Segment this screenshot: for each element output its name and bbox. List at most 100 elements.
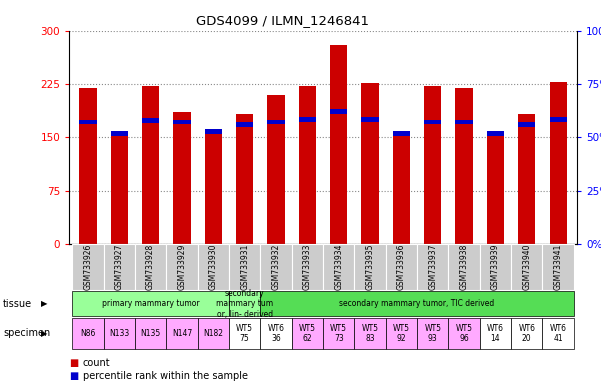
Bar — [393, 131, 410, 136]
Text: GSM733940: GSM733940 — [522, 243, 531, 290]
Bar — [518, 122, 535, 127]
Bar — [424, 119, 441, 124]
Text: count: count — [83, 358, 111, 368]
Bar — [79, 119, 97, 124]
Text: N135: N135 — [141, 329, 160, 338]
Text: N133: N133 — [109, 329, 129, 338]
Text: GSM733929: GSM733929 — [177, 244, 186, 290]
Text: GSM733941: GSM733941 — [554, 244, 563, 290]
Text: N86: N86 — [81, 329, 96, 338]
Bar — [135, 318, 166, 349]
Text: secondary mammary tumor, TIC derived: secondary mammary tumor, TIC derived — [340, 299, 495, 308]
Bar — [198, 244, 229, 290]
Bar — [229, 244, 260, 290]
Bar — [323, 244, 355, 290]
Text: GSM733938: GSM733938 — [460, 244, 469, 290]
Bar — [386, 244, 417, 290]
Bar — [111, 131, 128, 136]
Text: percentile rank within the sample: percentile rank within the sample — [83, 371, 248, 381]
Bar — [166, 244, 198, 290]
Bar — [330, 109, 347, 114]
Text: GSM733931: GSM733931 — [240, 244, 249, 290]
Bar — [260, 318, 291, 349]
Title: GDS4099 / ILMN_1246841: GDS4099 / ILMN_1246841 — [196, 14, 369, 27]
Bar — [299, 86, 316, 244]
Bar — [417, 318, 448, 349]
Text: GSM733936: GSM733936 — [397, 243, 406, 290]
Bar — [205, 134, 222, 244]
Text: tissue: tissue — [3, 299, 32, 309]
Bar — [79, 88, 97, 244]
Bar — [260, 244, 291, 290]
Bar — [330, 45, 347, 244]
Bar — [72, 318, 103, 349]
Text: WT5
83: WT5 83 — [362, 324, 379, 343]
Text: GSM733928: GSM733928 — [146, 244, 155, 290]
Bar — [355, 318, 386, 349]
Text: GSM733927: GSM733927 — [115, 244, 124, 290]
Text: WT6
20: WT6 20 — [518, 324, 535, 343]
Text: GSM733932: GSM733932 — [272, 244, 281, 290]
Bar — [267, 119, 285, 124]
Bar — [511, 318, 543, 349]
Bar — [173, 119, 191, 124]
Bar — [72, 244, 103, 290]
Text: ▶: ▶ — [41, 299, 47, 308]
Bar — [229, 291, 260, 316]
Text: GSM733939: GSM733939 — [491, 243, 500, 290]
Bar — [456, 88, 473, 244]
Bar — [456, 119, 473, 124]
Bar — [72, 291, 229, 316]
Bar — [198, 318, 229, 349]
Bar — [135, 244, 166, 290]
Text: GSM733926: GSM733926 — [84, 244, 93, 290]
Bar — [166, 318, 198, 349]
Bar — [361, 83, 379, 244]
Text: GSM733930: GSM733930 — [209, 243, 218, 290]
Text: WT5
62: WT5 62 — [299, 324, 316, 343]
Bar — [229, 318, 260, 349]
Bar — [511, 244, 543, 290]
Text: WT6
36: WT6 36 — [267, 324, 284, 343]
Bar — [487, 131, 504, 136]
Text: N147: N147 — [172, 329, 192, 338]
Bar — [543, 318, 574, 349]
Text: WT6
41: WT6 41 — [550, 324, 567, 343]
Text: WT5
96: WT5 96 — [456, 324, 472, 343]
Bar — [205, 129, 222, 134]
Text: GSM733937: GSM733937 — [429, 243, 438, 290]
Text: ■: ■ — [69, 371, 78, 381]
Bar — [260, 291, 574, 316]
Text: secondary
mammary tum
or, lin- derived: secondary mammary tum or, lin- derived — [216, 289, 273, 319]
Bar — [448, 318, 480, 349]
Bar — [480, 244, 511, 290]
Bar — [393, 136, 410, 244]
Bar — [424, 86, 441, 244]
Bar — [142, 86, 159, 244]
Bar — [323, 318, 355, 349]
Bar — [543, 244, 574, 290]
Bar — [417, 244, 448, 290]
Bar — [361, 117, 379, 122]
Text: WT5
93: WT5 93 — [424, 324, 441, 343]
Bar — [111, 136, 128, 244]
Bar — [448, 244, 480, 290]
Bar — [549, 117, 567, 122]
Text: specimen: specimen — [3, 328, 50, 338]
Text: ▶: ▶ — [41, 329, 47, 338]
Bar — [103, 318, 135, 349]
Bar — [291, 244, 323, 290]
Bar — [103, 244, 135, 290]
Text: WT5
92: WT5 92 — [393, 324, 410, 343]
Bar — [299, 117, 316, 122]
Text: GSM733935: GSM733935 — [365, 243, 374, 290]
Bar — [480, 318, 511, 349]
Bar — [142, 118, 159, 123]
Bar — [291, 318, 323, 349]
Bar — [173, 113, 191, 244]
Bar — [518, 114, 535, 244]
Text: ■: ■ — [69, 358, 78, 368]
Text: WT5
75: WT5 75 — [236, 324, 253, 343]
Text: primary mammary tumor: primary mammary tumor — [102, 299, 200, 308]
Text: WT6
14: WT6 14 — [487, 324, 504, 343]
